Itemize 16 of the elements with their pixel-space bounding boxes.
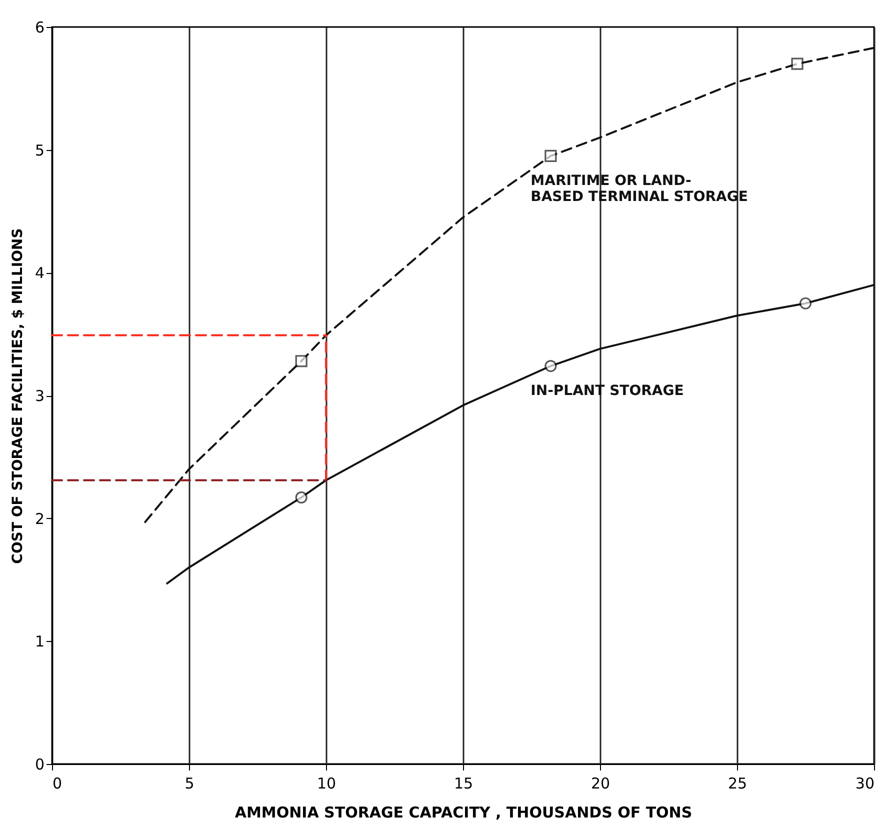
- x-axis-title: AMMONIA STORAGE CAPACITY , THOUSANDS OF TONS: [234, 804, 692, 822]
- x-tick-label: 25: [728, 774, 748, 792]
- y-tick-label: 6: [34, 18, 44, 36]
- x-tick-label: 20: [590, 774, 610, 792]
- y-axis-title: COST OF STORAGE FACILITIES, $ MILLIONS: [10, 228, 26, 564]
- x-tick-label: 5: [184, 774, 194, 792]
- y-tick-label: 3: [34, 387, 44, 405]
- x-tick-label: 30: [855, 774, 874, 792]
- y-tick-label: 4: [34, 264, 44, 282]
- y-tick-label: 0: [34, 756, 44, 774]
- x-tick-label: 10: [316, 774, 336, 792]
- y-tick-label: 2: [34, 510, 44, 528]
- x-tick-label: 15: [454, 774, 474, 792]
- x-tick-label: 0: [52, 774, 62, 792]
- y-tick-label: 5: [34, 141, 44, 160]
- y-tick-label: 1: [34, 632, 44, 651]
